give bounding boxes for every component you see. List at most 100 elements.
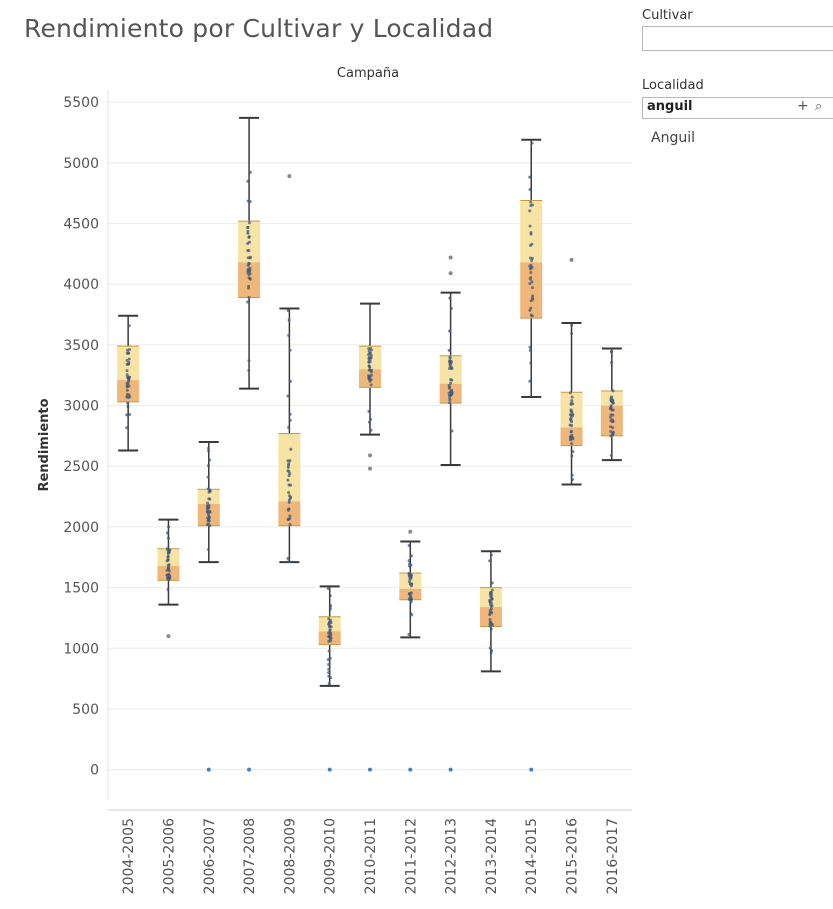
sample-point (570, 410, 574, 414)
sample-point (529, 203, 533, 207)
sample-point (490, 581, 494, 585)
sample-point (167, 550, 171, 554)
cultivar-filter-input[interactable] (642, 26, 833, 51)
sample-point (369, 428, 373, 432)
box-2014-2015[interactable] (520, 138, 543, 772)
sample-point (247, 248, 251, 252)
sample-point (286, 518, 290, 522)
sample-point (488, 559, 492, 563)
sample-point (247, 272, 251, 276)
sample-point (449, 393, 453, 397)
sample-point (125, 358, 129, 362)
y-tick-label: 3000 (63, 399, 99, 415)
sample-point (329, 676, 333, 680)
grid-layer (107, 90, 632, 811)
x-tick-label: 2014-2015 (524, 818, 540, 894)
sample-point (127, 324, 131, 328)
localidad-option-anguil[interactable]: Anguil (651, 130, 695, 146)
sample-point (449, 377, 453, 381)
box-2006-2007[interactable] (197, 440, 220, 772)
sample-point (328, 634, 332, 638)
sample-point (530, 280, 534, 284)
search-icon[interactable]: ⌕ (815, 99, 823, 114)
sample-point (409, 596, 413, 600)
sample-point (570, 454, 574, 458)
sample-point (448, 401, 452, 405)
sample-point (328, 656, 332, 660)
x-tick-label: 2010-2011 (363, 818, 379, 894)
sample-point (327, 625, 331, 629)
outlier-point (448, 271, 453, 276)
box-2015-2016[interactable] (560, 257, 583, 486)
y-tick-label: 1000 (63, 641, 99, 657)
box-2005-2006[interactable] (157, 518, 180, 639)
sample-point (289, 447, 293, 451)
sample-point (570, 429, 574, 433)
x-tick-label: 2016-2017 (605, 818, 621, 894)
sample-point (488, 613, 492, 617)
sample-point (288, 348, 292, 352)
box-2012-2013[interactable] (439, 255, 462, 772)
y-tick-label: 0 (90, 763, 99, 779)
sample-point (488, 598, 492, 602)
sample-point (609, 399, 613, 403)
sample-point (286, 557, 290, 561)
sample-point (166, 566, 170, 570)
sample-point (609, 415, 613, 419)
sample-point (329, 639, 333, 643)
sample-point (247, 269, 251, 273)
sample-point (570, 395, 574, 399)
localidad-search-input[interactable] (647, 99, 787, 114)
sample-point (247, 284, 251, 288)
sample-point (125, 426, 129, 430)
sample-point (248, 266, 252, 270)
sample-point (327, 617, 331, 621)
box-2011-2012[interactable] (399, 529, 422, 772)
sample-point (208, 489, 212, 493)
sample-point (528, 348, 532, 352)
sample-point (568, 423, 572, 427)
sample-point (490, 611, 494, 615)
localidad-search-box[interactable]: + ⌕ (642, 97, 833, 119)
sample-point (368, 379, 372, 383)
box-2013-2014[interactable] (479, 550, 502, 673)
sample-point (488, 608, 492, 612)
sample-point (125, 348, 129, 352)
sample-point (327, 667, 331, 671)
sample-point (490, 588, 494, 592)
box-2009-2010[interactable] (318, 585, 341, 772)
box-2007-2008[interactable] (238, 116, 261, 772)
sample-point (611, 418, 615, 422)
box-lower-half (238, 262, 261, 298)
outlier-point (287, 174, 292, 179)
sample-point (368, 351, 372, 355)
sample-point (448, 359, 452, 363)
outlier-point (529, 767, 534, 772)
sample-point (287, 474, 291, 478)
sample-point (246, 225, 250, 229)
sample-point (610, 350, 614, 354)
sample-point (286, 478, 290, 482)
box-2016-2017[interactable] (600, 347, 623, 462)
sample-point (206, 510, 210, 514)
sample-point (367, 347, 371, 351)
box-2004-2005[interactable] (117, 314, 140, 452)
sample-point (569, 401, 573, 405)
plus-icon[interactable]: + (797, 98, 809, 114)
sample-point (367, 420, 371, 424)
outlier-point (448, 767, 453, 772)
sample-point (208, 458, 212, 462)
sample-point (165, 531, 169, 535)
sample-point (611, 389, 615, 393)
sample-point (128, 413, 132, 417)
sample-point (609, 404, 613, 408)
sample-point (125, 375, 129, 379)
box-2008-2009[interactable] (278, 174, 301, 564)
outlier-point (327, 767, 332, 772)
sample-point (287, 333, 291, 337)
sample-point (489, 601, 493, 605)
sample-point (326, 586, 330, 590)
sample-point (447, 348, 451, 352)
box-2010-2011[interactable] (359, 302, 381, 772)
sample-point (609, 395, 613, 399)
